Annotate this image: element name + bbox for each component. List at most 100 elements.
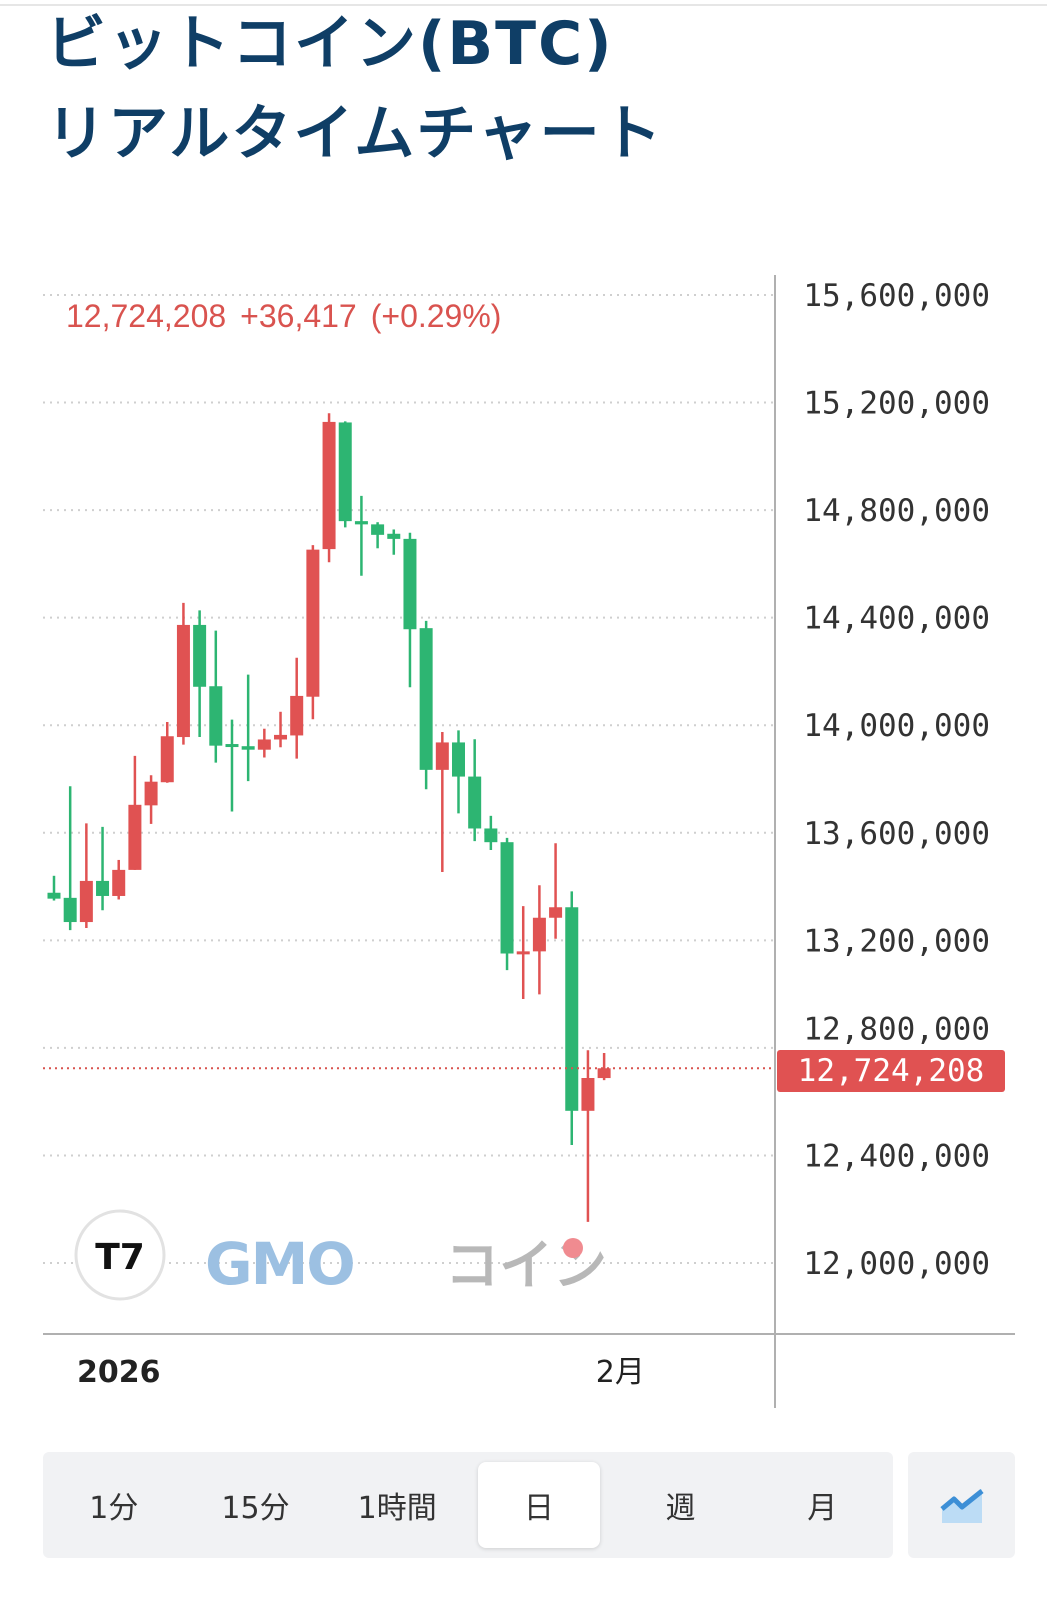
candle-body <box>290 695 304 736</box>
candle-body <box>306 549 320 697</box>
candle-up <box>597 1052 611 1081</box>
coin-logo-text: コイン <box>445 1234 607 1297</box>
candle-body <box>112 869 126 896</box>
y-tick-label: 13,200,000 <box>803 923 990 959</box>
candle-up <box>274 711 288 748</box>
candle-up <box>112 859 126 900</box>
candle-up <box>176 602 190 745</box>
candle-down <box>419 620 433 790</box>
y-tick-label: 12,400,000 <box>803 1138 990 1174</box>
last-price-tag: 12,724,208 <box>777 1050 1005 1092</box>
candle-body <box>63 897 77 923</box>
x-tick-label: 2026 <box>77 1355 161 1390</box>
candle-body <box>419 628 433 770</box>
candle-up <box>290 657 304 759</box>
candle-body <box>257 739 271 750</box>
area-chart-icon <box>939 1489 984 1523</box>
candle-down <box>468 739 482 842</box>
candle-body <box>225 744 239 748</box>
candle-body <box>160 736 174 783</box>
price-legend: 12,724,208 +36,417 (+0.29%) <box>66 298 515 335</box>
candle-up <box>549 843 563 939</box>
candle-body <box>500 842 514 954</box>
y-tick-label: 15,200,000 <box>803 386 990 422</box>
y-tick-label: 15,600,000 <box>803 278 990 314</box>
candle-up <box>144 775 158 824</box>
candle-down <box>500 837 514 971</box>
y-tick-label: 14,800,000 <box>803 493 990 529</box>
candle-up <box>516 906 530 999</box>
candle-body <box>79 880 93 923</box>
candle-down <box>241 674 255 782</box>
candle-body <box>403 538 417 630</box>
gmo-logo-text: GMO <box>205 1230 354 1298</box>
tab-week[interactable]: 週 <box>665 1491 696 1526</box>
candle-body <box>96 880 110 896</box>
tab-1hour[interactable]: 1時間 <box>357 1491 437 1526</box>
candle-down <box>565 891 579 1145</box>
candle-body <box>435 742 449 770</box>
y-tick-label: 14,400,000 <box>803 601 990 637</box>
candle-body <box>549 907 563 918</box>
candle-body <box>371 524 385 535</box>
interval-tabs: 1分 15分 1時間 日 週 月 <box>43 1452 893 1558</box>
candle-body <box>532 917 546 952</box>
candle-body <box>274 734 288 740</box>
candle-body <box>338 422 352 522</box>
candle-up <box>160 721 174 783</box>
legend-change: +36,417 <box>240 298 357 334</box>
candle-body <box>354 521 368 525</box>
last-price-tag-text: 12,724,208 <box>798 1053 985 1089</box>
candle-body <box>128 804 142 870</box>
candle-up <box>79 823 93 928</box>
candle-down <box>193 610 207 738</box>
candle-up <box>435 731 449 873</box>
candle-down <box>209 630 223 763</box>
y-tick-label: 13,600,000 <box>803 816 990 852</box>
candle-body <box>322 421 336 550</box>
page-title-line-2: リアルタイムチャート <box>46 99 664 169</box>
page-title-line-1: ビットコイン(BTC) <box>46 9 614 79</box>
tab-15min[interactable]: 15分 <box>221 1491 290 1526</box>
candle-body <box>452 742 465 777</box>
candle-up <box>306 545 320 720</box>
x-tick-label: 2月 <box>596 1355 645 1390</box>
candle-up <box>322 413 336 563</box>
candle-body <box>484 828 498 843</box>
candle-body <box>597 1068 611 1079</box>
candle-up <box>257 728 271 758</box>
tradingview-logo-text: T7 <box>95 1237 145 1278</box>
candle-body <box>193 624 207 687</box>
candle-body <box>468 776 482 829</box>
candle-up <box>532 885 546 995</box>
candle-body <box>581 1078 595 1111</box>
candle-down <box>354 495 368 576</box>
candle-body <box>516 951 530 955</box>
y-tick-label: 12,800,000 <box>803 1011 990 1047</box>
chart-type-button[interactable] <box>908 1452 1015 1558</box>
tradingview-logo-icon <box>74 1209 166 1301</box>
candle-body <box>241 746 255 750</box>
legend-price: 12,724,208 <box>66 298 227 334</box>
y-tick-label: 14,000,000 <box>803 708 990 744</box>
candle-body <box>144 781 158 806</box>
candle-up <box>128 755 142 870</box>
candle-down <box>371 522 385 549</box>
tab-month[interactable]: 月 <box>807 1491 838 1526</box>
candle-down <box>47 875 61 901</box>
logo-dot-icon <box>563 1238 583 1258</box>
candle-down <box>63 786 77 931</box>
candle-down <box>338 421 352 528</box>
watermark: T7 GMO コイン <box>74 1209 607 1301</box>
last-price-tag-bg <box>777 1050 1005 1092</box>
tab-day[interactable]: 日 <box>478 1462 600 1548</box>
candle-down <box>96 826 110 911</box>
tab-1min[interactable]: 1分 <box>89 1491 139 1526</box>
candle-body <box>176 624 190 738</box>
candle-down <box>225 719 239 812</box>
candle-down <box>403 532 417 688</box>
candle-body <box>47 892 61 899</box>
candlestick-chart[interactable]: T7 GMO コイン 12,000,000 12,400,000 12,800,00… <box>0 0 1047 1420</box>
candle-down <box>452 730 465 814</box>
candle-down <box>387 529 401 555</box>
